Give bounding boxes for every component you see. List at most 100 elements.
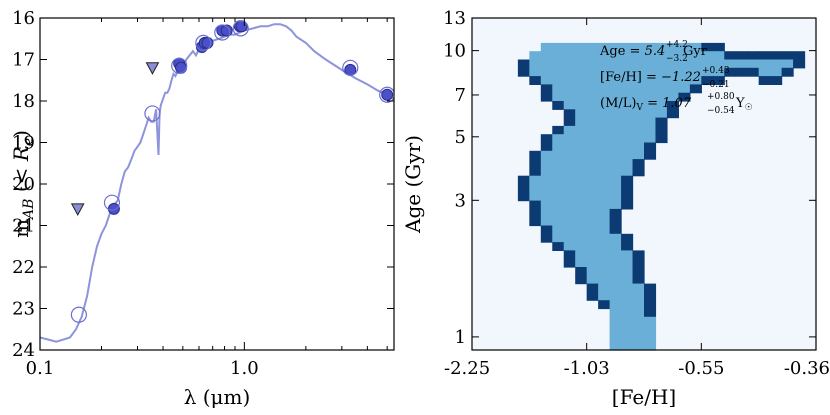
heatmap-cell (609, 341, 622, 351)
heatmap-cell (540, 175, 553, 185)
heatmap-cell (621, 134, 634, 144)
heatmap-cell (793, 51, 806, 61)
heatmap-cell (540, 142, 553, 152)
heatmap-cell (529, 192, 542, 202)
heatmap-cell (666, 101, 679, 110)
heatmap-cell (655, 59, 668, 69)
heatmap-cell (586, 283, 599, 293)
heatmap-cell (586, 101, 599, 110)
heatmap-cell (586, 200, 599, 210)
heatmap-cell (632, 125, 645, 135)
heatmap-cell (609, 42, 622, 52)
heatmap-cell (563, 92, 576, 102)
heatmap-cell (621, 184, 634, 193)
heatmap-cell (644, 51, 657, 61)
heatmap-cell (586, 267, 599, 276)
x-tick-label: 1.0 (230, 358, 259, 379)
heatmap-cell (632, 150, 645, 160)
heatmap-cell (575, 117, 588, 127)
heatmap-cell (575, 242, 588, 251)
heatmap-cell (621, 167, 634, 177)
heatmap-cell (632, 92, 645, 102)
heatmap-cell (621, 125, 634, 135)
heatmap-cell (644, 134, 657, 144)
heatmap-cell (540, 59, 553, 69)
y-tick-label: 17 (12, 50, 35, 71)
heatmap-cell (632, 308, 645, 318)
left-x-axis-label: λ (μm) (184, 385, 251, 409)
heatmap-cell (563, 150, 576, 160)
heatmap-cell (655, 51, 668, 61)
observed-point (107, 202, 120, 215)
heatmap-cell (529, 184, 542, 193)
heatmap-cell (735, 59, 748, 69)
heatmap-cell (644, 316, 657, 326)
heatmap-cell (563, 242, 576, 251)
heatmap-cell (586, 76, 599, 85)
heatmap-cell (540, 76, 553, 85)
heatmap-cell (666, 59, 679, 69)
heatmap-cell (529, 200, 542, 210)
heatmap-cell (552, 51, 565, 61)
heatmap-cell (598, 92, 611, 102)
heatmap-cell (563, 175, 576, 185)
heatmap-cell (689, 59, 702, 69)
heatmap-cell (770, 67, 783, 77)
age-tick-label: 7 (455, 85, 466, 106)
y-tick-label: 19 (12, 133, 35, 154)
heatmap-cell (747, 59, 760, 69)
heatmap-cell (529, 167, 542, 177)
heatmap-cell (678, 92, 691, 102)
heatmap-cell (552, 225, 565, 235)
heatmap-cell (598, 184, 611, 193)
heatmap-cell (632, 167, 645, 177)
heatmap-cell (563, 84, 576, 94)
feh-tick-label: -0.55 (678, 358, 724, 379)
heatmap-cell (563, 192, 576, 202)
heatmap-cell (563, 159, 576, 168)
heatmap-cell (575, 51, 588, 61)
heatmap-cell (586, 117, 599, 127)
heatmap-cell (598, 192, 611, 202)
heatmap-cell (552, 150, 565, 160)
heatmap-cell (563, 134, 576, 144)
heatmap-cell (563, 184, 576, 193)
heatmap-cell (632, 134, 645, 144)
heatmap-cell (621, 159, 634, 168)
heatmap-cell (621, 59, 634, 69)
annotation-ml-minus: −0.54 (707, 106, 735, 116)
heatmap-cell (598, 76, 611, 85)
heatmap-cell (598, 225, 611, 235)
heatmap-cell (632, 67, 645, 77)
heatmap-cell (632, 275, 645, 285)
heatmap-cell (529, 67, 542, 77)
heatmap-cell (586, 233, 599, 243)
heatmap-cell (563, 101, 576, 110)
heatmap-cell (598, 283, 611, 293)
heatmap-cell (563, 42, 576, 52)
heatmap-cell (598, 258, 611, 268)
y-tick-label: 22 (12, 257, 35, 278)
heatmap-cell (758, 51, 771, 61)
fit-annotations: Age = 5.4 +4.2 −3.2 Gyr [Fe/H] = −1.22 +… (599, 40, 753, 116)
heatmap-cell (701, 51, 714, 61)
heatmap-cell (644, 109, 657, 119)
heatmap-cell (575, 225, 588, 235)
heatmap-cell (598, 109, 611, 119)
heatmap-cell (575, 217, 588, 227)
annotation-age-plus: +4.2 (666, 40, 688, 50)
heatmap-cell (540, 217, 553, 227)
heatmap-cell (609, 291, 622, 301)
heatmap-cell (712, 76, 725, 85)
heatmap-cell (609, 184, 622, 193)
heatmap-cell (575, 233, 588, 243)
heatmap-cell (621, 242, 634, 251)
heatmap-cell (552, 67, 565, 77)
heatmap-cell (632, 250, 645, 260)
heatmap-cell (632, 333, 645, 343)
heatmap-cell (632, 341, 645, 351)
observed-point (175, 61, 188, 74)
heatmap-cell (735, 51, 748, 61)
heatmap-cell (563, 208, 576, 218)
